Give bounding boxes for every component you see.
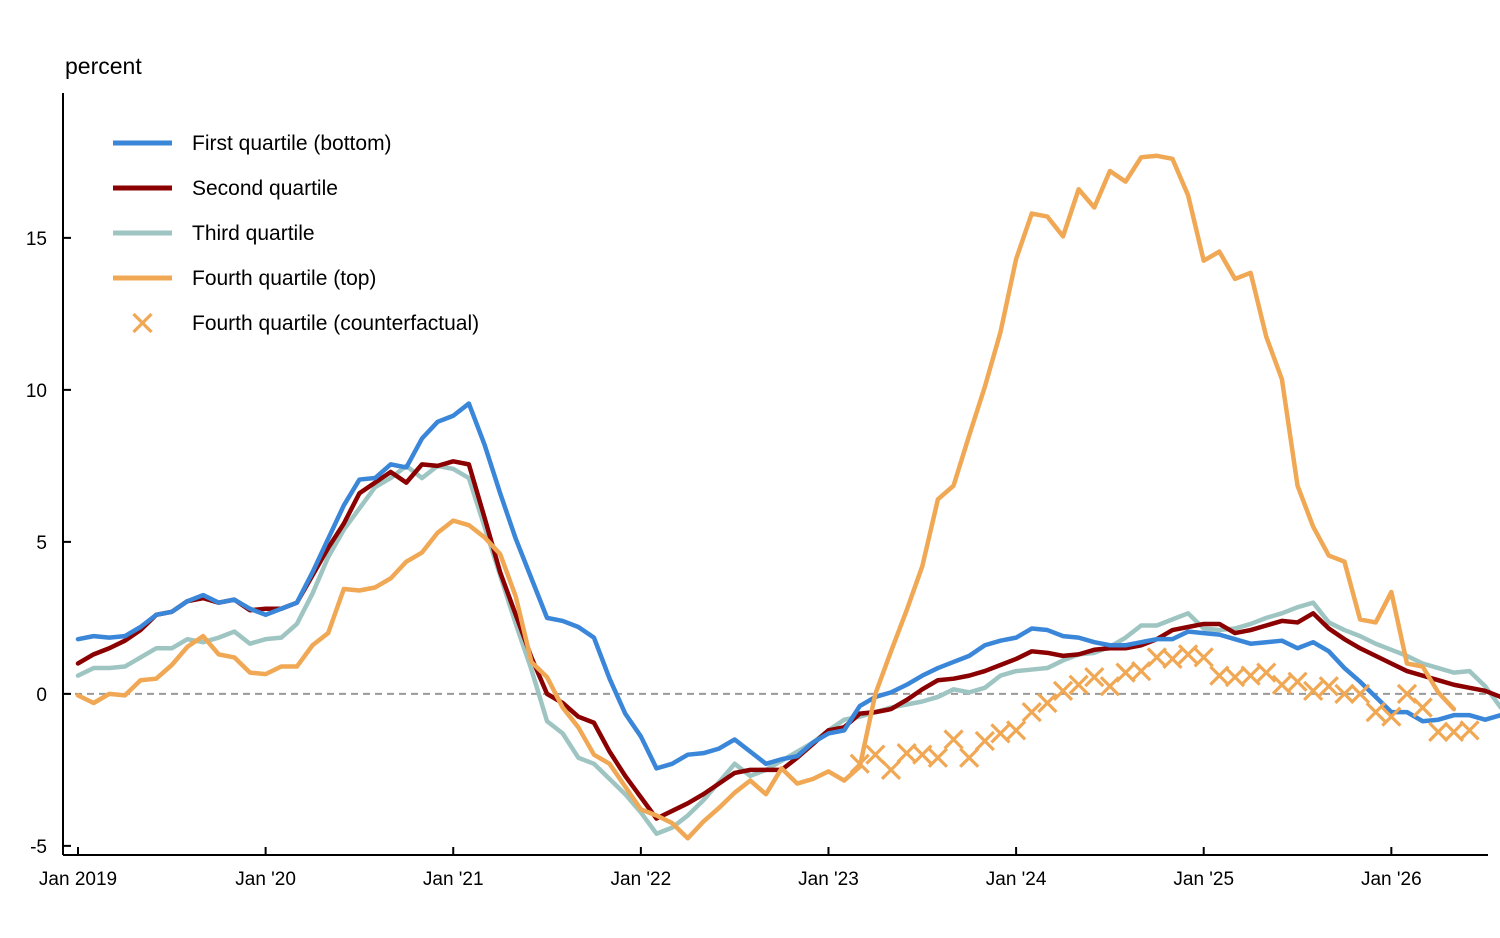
data-point-marker <box>974 730 995 752</box>
data-point-marker <box>1287 671 1308 692</box>
data-point-marker <box>1459 720 1480 741</box>
series-line <box>75 459 1500 821</box>
y-tick-label: 15 <box>26 229 47 250</box>
x-tick-label: Jan '22 <box>611 869 672 890</box>
data-point-marker <box>927 747 949 768</box>
series-second-quartile <box>75 459 1500 821</box>
series-first-quartile-bottom <box>75 401 1500 771</box>
data-point-marker <box>1068 674 1089 695</box>
y-tick-label: -5 <box>30 837 47 858</box>
y-tick-label: 5 <box>36 533 47 554</box>
data-point-marker <box>912 744 933 765</box>
data-point-marker <box>1365 701 1386 723</box>
legend-swatch <box>132 312 153 334</box>
data-point-marker <box>1037 692 1058 714</box>
legend: First quartile (bottom) Second quartile Th… <box>113 132 479 335</box>
data-point-marker <box>1256 662 1277 683</box>
x-tick-label: Jan '26 <box>1361 869 1422 890</box>
x-tick-label: Jan '25 <box>1173 869 1234 890</box>
data-point-marker <box>1005 720 1027 741</box>
data-point-marker <box>959 747 980 768</box>
legend-label: Fourth quartile (counterfactual) <box>192 312 479 335</box>
axes: -5 0 5 10 15 Jan 2019 Jan '20 Jan '21 Jan '22 Jan… <box>26 93 1488 890</box>
x-tick-label: Jan '24 <box>986 869 1047 890</box>
legend-item-second-quartile: Second quartile <box>113 177 338 200</box>
data-point-marker <box>1240 665 1261 686</box>
legend-label: First quartile (bottom) <box>192 132 392 155</box>
data-point-marker <box>1084 667 1105 688</box>
legend-item-fourth-quartile-top: Fourth quartile (top) <box>113 267 376 290</box>
data-point-marker <box>849 753 870 774</box>
series-fourth-quartile-counterfactual <box>849 644 1480 781</box>
data-point-marker <box>1021 701 1042 723</box>
data-point-marker <box>1193 647 1214 668</box>
legend-label: Second quartile <box>192 177 338 200</box>
legend-item-first-quartile-bottom: First quartile (bottom) <box>113 132 392 155</box>
series-line <box>75 401 1500 771</box>
data-point-marker <box>1271 674 1293 695</box>
data-point-marker <box>1303 680 1324 701</box>
data-point-marker <box>1334 683 1355 705</box>
data-point-marker <box>1349 683 1371 705</box>
data-point-marker <box>880 759 902 781</box>
data-point-marker <box>1381 706 1402 727</box>
x-tick-label: Jan '23 <box>798 869 859 890</box>
legend-item-third-quartile: Third quartile <box>113 222 315 245</box>
legend-item-fourth-quartile-counterfactual: Fourth quartile (counterfactual) <box>132 312 479 335</box>
y-tick-label: 10 <box>26 381 47 402</box>
data-point-marker <box>1428 721 1449 743</box>
series-fourth-quartile-top <box>75 153 1457 841</box>
y-tick-label: 0 <box>36 685 47 706</box>
x-tick-label: Jan '21 <box>423 869 484 890</box>
data-point-marker <box>1177 644 1199 665</box>
data-point-marker <box>1052 680 1074 701</box>
y-axis-unit-label: percent <box>65 53 142 79</box>
data-point-marker <box>1318 676 1339 697</box>
legend-label: Fourth quartile (top) <box>192 267 376 290</box>
x-tick-label: Jan '20 <box>235 869 296 890</box>
series-layer <box>75 153 1500 841</box>
legend-label: Third quartile <box>192 222 315 245</box>
data-point-marker <box>865 744 886 765</box>
data-point-marker <box>990 723 1011 744</box>
series-line <box>75 153 1457 841</box>
x-tick-label: Jan 2019 <box>39 869 117 890</box>
data-point-marker <box>1412 697 1433 718</box>
data-point-marker <box>1162 648 1183 670</box>
data-point-marker <box>943 729 964 750</box>
